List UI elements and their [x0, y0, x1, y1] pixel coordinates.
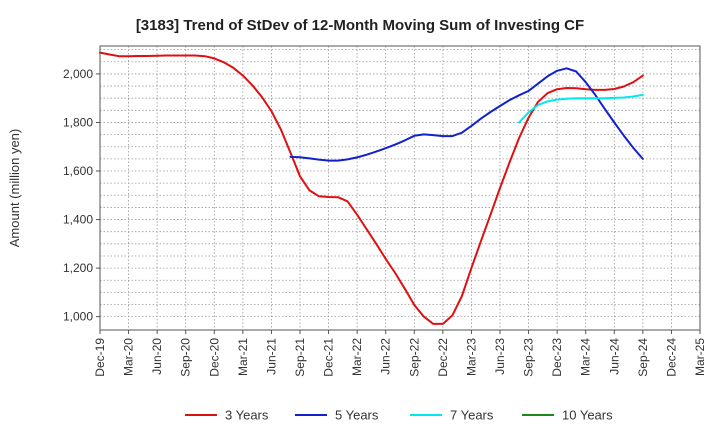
x-tick-label: Sep-21 — [293, 338, 307, 377]
y-tick-label: 1,200 — [63, 261, 93, 275]
x-tick-label: Mar-21 — [236, 338, 250, 376]
x-tick-label: Sep-23 — [522, 338, 536, 377]
x-tick-label: Sep-22 — [407, 338, 421, 377]
x-tick-label: Mar-22 — [350, 338, 364, 376]
y-axis: 1,000 1,200 1,400 1,600 1,800 2,000 — [63, 67, 100, 324]
x-tick-label: Jun-21 — [264, 338, 278, 375]
series-lines — [99, 51, 644, 325]
y-tick-label: 1,600 — [63, 164, 93, 178]
x-tick-label: Jun-23 — [493, 338, 507, 375]
x-tick-label: Mar-23 — [464, 338, 478, 376]
x-tick-label: Sep-20 — [179, 338, 193, 377]
x-tick-label: Sep-24 — [636, 338, 650, 377]
x-tick-label: Dec-20 — [207, 338, 221, 377]
x-tick-label: Jun-20 — [150, 338, 164, 375]
legend-label-5-years: 5 Years — [335, 408, 379, 423]
x-axis: Dec-19 Mar-20 Jun-20 Sep-20 Dec-20 Mar-21 Jun-… — [93, 330, 707, 377]
legend-label-7-years: 7 Years — [450, 408, 494, 423]
legend: 3 Years 5 Years 7 Years 10 Years — [185, 408, 613, 423]
x-tick-label: Jun-22 — [379, 338, 393, 375]
series-line-5-years — [289, 67, 644, 162]
x-tick-label: Dec-22 — [436, 338, 450, 377]
y-axis-label: Amount (million yen) — [7, 129, 22, 248]
x-tick-label: Dec-24 — [664, 338, 678, 377]
x-tick-label: Mar-20 — [122, 338, 136, 376]
x-tick-label: Mar-24 — [579, 338, 593, 376]
x-tick-label: Jun-24 — [607, 338, 621, 375]
y-tick-label: 1,400 — [63, 213, 93, 227]
series-line-3-years — [99, 51, 644, 325]
x-tick-label: Dec-19 — [93, 338, 107, 377]
y-tick-label: 1,800 — [63, 115, 93, 129]
series-line-7-years — [518, 93, 644, 124]
x-tick-label: Mar-25 — [693, 338, 707, 376]
legend-label-10-years: 10 Years — [562, 408, 613, 423]
x-tick-label: Dec-23 — [550, 338, 564, 377]
legend-label-3-years: 3 Years — [225, 408, 269, 423]
plot-border — [99, 45, 701, 331]
chart-title: [3183] Trend of StDev of 12-Month Moving… — [136, 17, 584, 34]
x-tick-label: Dec-21 — [322, 338, 336, 377]
y-tick-label: 1,000 — [63, 310, 93, 324]
y-tick-label: 2,000 — [63, 67, 93, 81]
